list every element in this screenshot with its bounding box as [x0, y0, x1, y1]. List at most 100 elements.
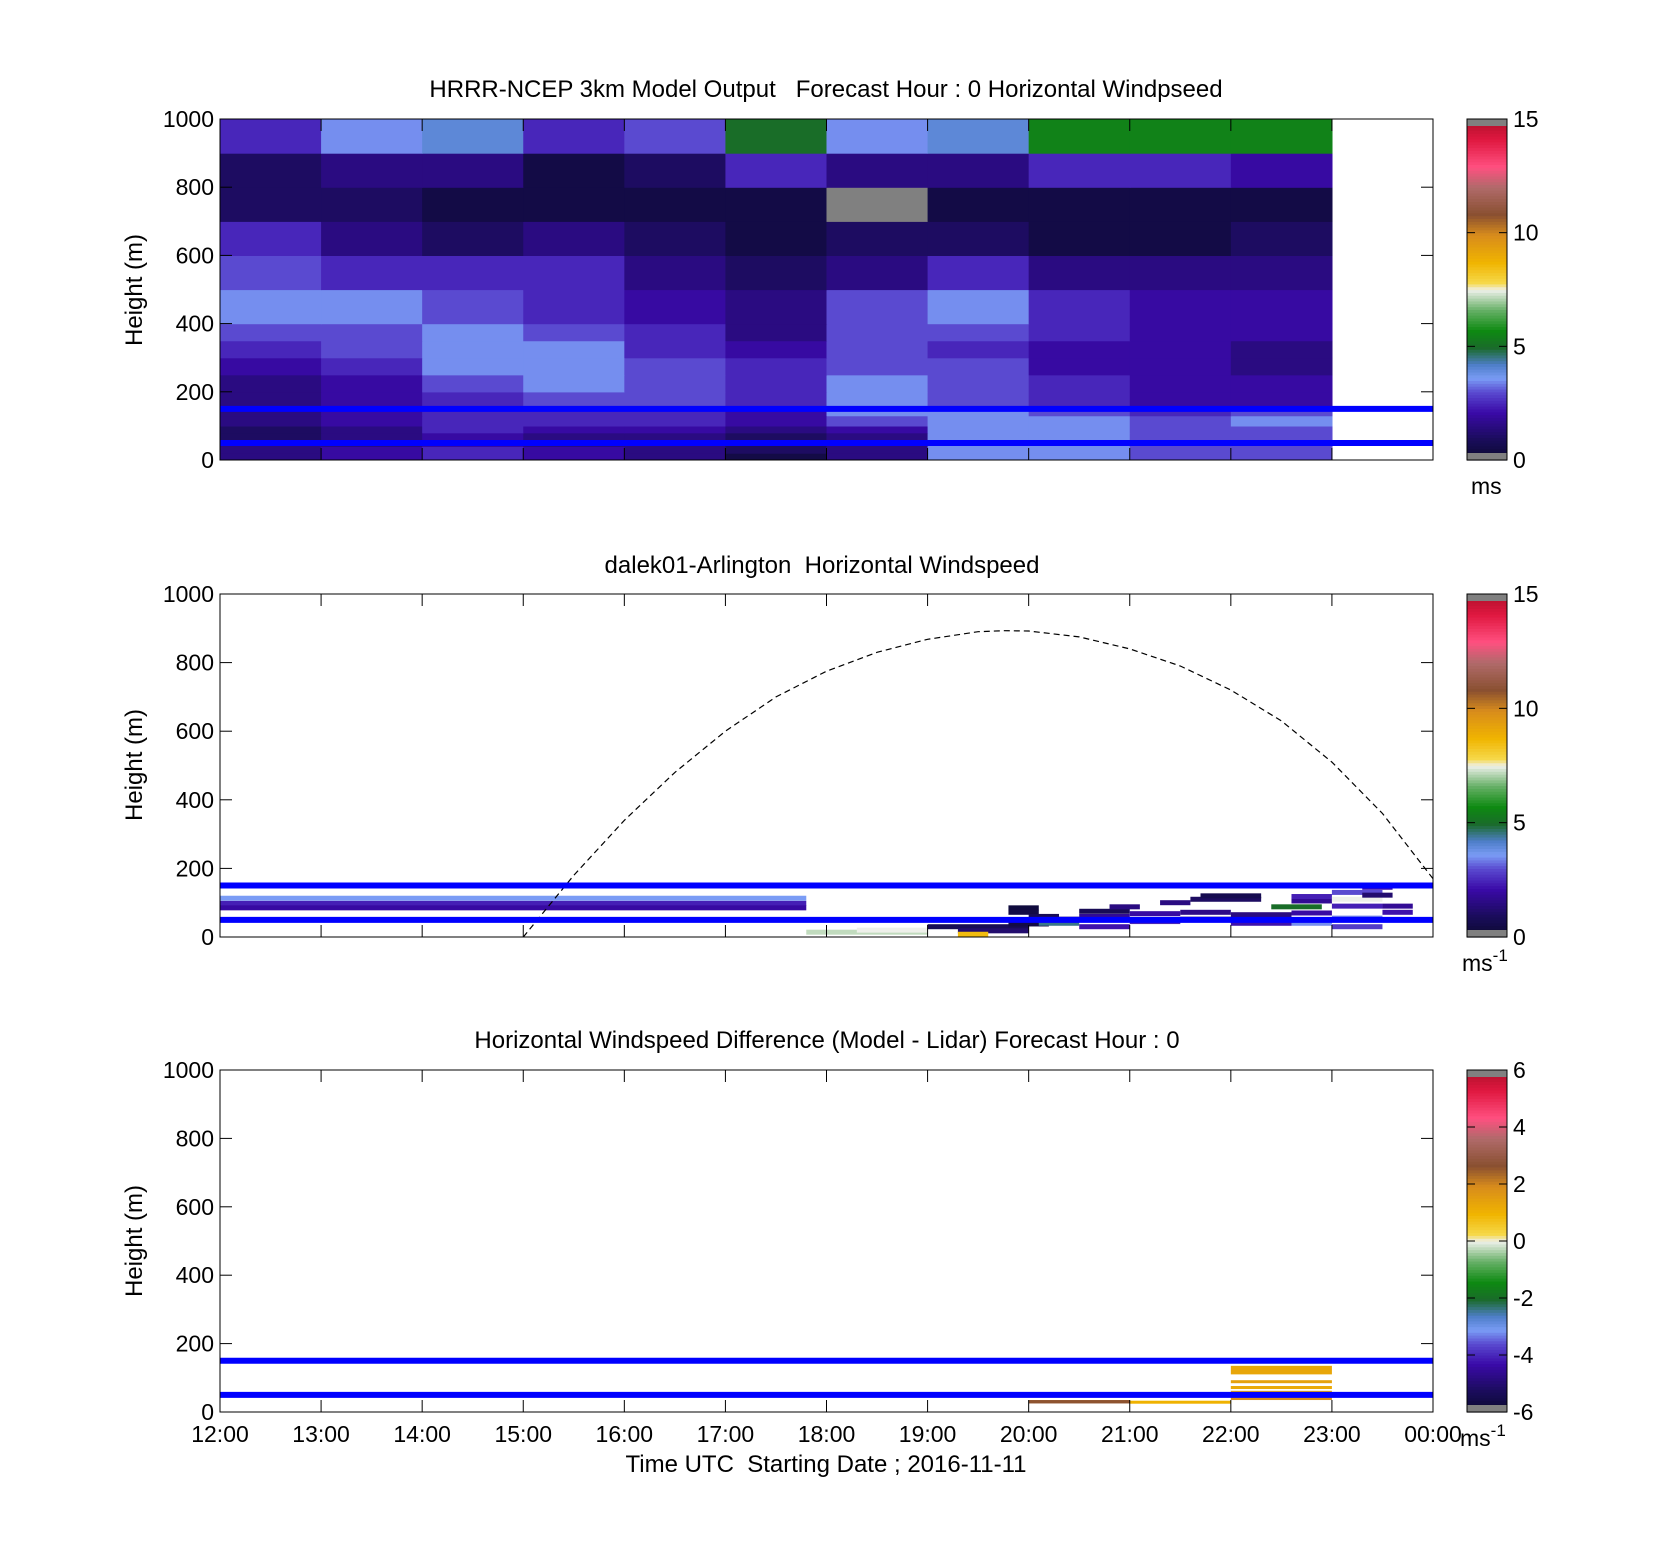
heatmap-cell [321, 446, 423, 454]
colorbar-band [1467, 845, 1507, 849]
heatmap-cell [624, 453, 727, 460]
colorbar-band [1467, 656, 1507, 661]
colorbar-band [1467, 423, 1507, 427]
colorbar-band [1467, 756, 1507, 761]
colorbar-band [1467, 1306, 1507, 1310]
heatmap-cell [422, 289, 524, 325]
colorbar-band [1467, 278, 1507, 282]
colorbar-band [1467, 1135, 1507, 1139]
x-tick-label: 14:00 [393, 1421, 451, 1447]
heatmap-cell [725, 391, 828, 407]
colorbar-band [1467, 366, 1507, 370]
colorbar-band [1467, 814, 1507, 818]
heatmap-cell [826, 357, 929, 376]
colorbar-band [1467, 323, 1507, 328]
colorbar-band [1467, 865, 1507, 869]
colorbar-band [1467, 181, 1507, 185]
y-tick-label: 1000 [163, 581, 214, 607]
colorbar-band [1467, 417, 1507, 421]
colorbar-band [1467, 619, 1507, 624]
colorbar-band [1467, 184, 1507, 188]
colorbar-band [1467, 874, 1507, 878]
colorbar-band [1467, 674, 1507, 678]
colorbar-band [1467, 642, 1507, 647]
colorbar-band [1467, 201, 1507, 205]
heatmap-cell [927, 453, 1030, 460]
heatmap-cell [1028, 357, 1131, 376]
lidar-streak [1271, 904, 1322, 910]
heatmap-cell [1129, 374, 1232, 393]
heatmap-cell [725, 323, 828, 342]
colorbar-band [1467, 306, 1507, 310]
heatmap-cell [1230, 415, 1333, 427]
colorbar-band [1467, 1235, 1507, 1239]
colorbar-band [1467, 1317, 1507, 1322]
colorbar-band [1467, 1121, 1507, 1125]
heatmap-cell [624, 425, 727, 434]
colorbar-band [1467, 244, 1507, 248]
colorbar-band [1467, 388, 1507, 393]
heatmap-cell [321, 453, 423, 460]
colorbar-band [1467, 771, 1507, 775]
heatmap-cell [1028, 187, 1131, 222]
lidar-streak [1331, 889, 1383, 895]
colorbar-band [1467, 1164, 1507, 1168]
colorbar-band [1467, 848, 1507, 852]
colorbar-band [1467, 172, 1507, 177]
colorbar-cap-bottom [1467, 930, 1507, 937]
heatmap-cell [523, 391, 625, 407]
heatmap-cell [725, 221, 828, 256]
colorbar-band [1467, 1184, 1507, 1188]
lidar-streak [1382, 903, 1413, 909]
colorbar-band [1467, 337, 1507, 342]
heatmap-cell [220, 323, 322, 342]
colorbar-band [1467, 1283, 1507, 1288]
colorbar-band [1467, 1332, 1507, 1336]
panel-model-plot [220, 119, 1433, 460]
colorbar-band [1467, 1218, 1507, 1222]
heatmap-cell [725, 425, 828, 434]
colorbar-band [1467, 631, 1507, 635]
lidar-streak [1028, 913, 1059, 919]
colorbar-band [1467, 785, 1507, 789]
colorbar-unit-exponent: -1 [1493, 946, 1508, 965]
x-tick-label: 23:00 [1303, 1421, 1361, 1447]
colorbar-band [1467, 391, 1507, 396]
heatmap-cell [321, 425, 423, 434]
panel-lidar-title: dalek01-Arlington Horizontal Windspeed [605, 552, 1040, 579]
heatmap-cell [1028, 323, 1131, 342]
heatmap-cell [624, 255, 727, 291]
heatmap-cell [1230, 153, 1333, 188]
colorbar-band [1467, 774, 1507, 778]
colorbar-band [1467, 442, 1507, 447]
colorbar-band [1467, 326, 1507, 330]
colorbar-band [1467, 1389, 1507, 1393]
colorbar-band [1467, 1104, 1507, 1108]
x-tick-label: 00:00 [1404, 1421, 1462, 1447]
colorbar-band [1467, 215, 1507, 220]
colorbar-band [1467, 919, 1507, 924]
colorbar-band [1467, 922, 1507, 927]
colorbar-band [1467, 1343, 1507, 1348]
heatmap-cell [321, 323, 423, 342]
x-tick-label: 16:00 [596, 1421, 654, 1447]
colorbar-band [1467, 885, 1507, 890]
colorbar-band [1467, 431, 1507, 436]
colorbar-band [1467, 136, 1507, 140]
lidar-streak [957, 931, 989, 937]
heatmap-cell [523, 255, 625, 291]
colorbar-band [1467, 1223, 1507, 1228]
y-tick-label: 200 [176, 379, 214, 405]
panel-model-title: HRRR-NCEP 3km Model Output Forecast Hour… [429, 76, 1222, 103]
heatmap-cell [927, 391, 1030, 407]
heatmap-cell [826, 340, 929, 359]
difference-cell [1230, 1386, 1332, 1390]
colorbar-band [1467, 141, 1507, 146]
heatmap-cell [826, 415, 929, 427]
lidar-streak [927, 924, 1029, 930]
colorbar-band [1467, 1203, 1507, 1208]
colorbar-band [1467, 150, 1507, 154]
colorbar-band [1467, 445, 1507, 450]
colorbar-band [1467, 739, 1507, 744]
colorbar-band [1467, 1241, 1507, 1245]
